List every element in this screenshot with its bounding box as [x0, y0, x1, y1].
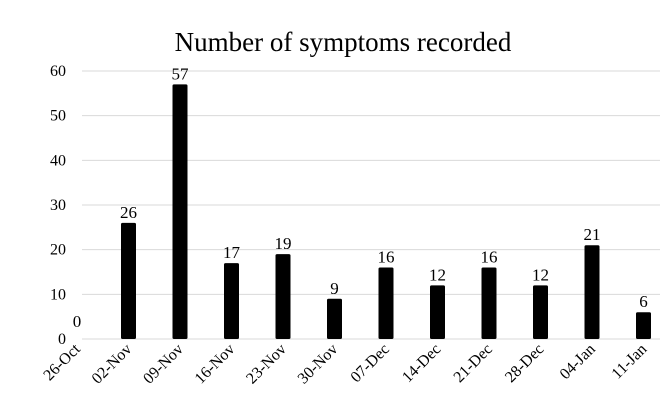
x-tick-label: 11-Jan — [609, 341, 651, 383]
bar — [533, 285, 548, 339]
bar — [224, 263, 239, 339]
data-labels: 0 26 57 17 19 9 16 12 16 12 21 6 — [73, 64, 648, 331]
data-label: 16 — [378, 248, 395, 267]
x-tick-label: 07-Dec — [348, 341, 393, 386]
data-label: 12 — [429, 265, 446, 284]
x-tick-label: 16-Nov — [192, 341, 239, 388]
data-label: 19 — [275, 234, 292, 253]
x-tick-label: 30-Nov — [295, 341, 342, 388]
x-tick-label: 14-Dec — [399, 341, 444, 386]
x-tick-label: 02-Nov — [89, 341, 136, 388]
data-label: 12 — [532, 265, 549, 284]
bar — [584, 245, 600, 339]
bars — [121, 84, 651, 340]
chart-title: Number of symptoms recorded — [175, 27, 512, 57]
bar — [275, 254, 291, 339]
bar — [327, 298, 342, 339]
bar — [378, 267, 394, 339]
x-tick-label: 04-Jan — [557, 341, 599, 383]
gridlines — [82, 70, 660, 340]
data-label: 57 — [172, 64, 190, 83]
bar — [172, 84, 188, 340]
data-label: 6 — [639, 292, 648, 311]
bar — [430, 285, 445, 339]
data-label: 16 — [481, 248, 498, 267]
y-tick-label: 40 — [50, 152, 66, 169]
data-label: 26 — [120, 203, 137, 222]
bar — [636, 312, 651, 339]
y-tick-label: 30 — [50, 197, 66, 214]
y-tick-label: 10 — [50, 286, 66, 303]
y-tick-label: 0 — [58, 331, 66, 348]
data-label: 21 — [584, 225, 601, 244]
y-tick-label: 50 — [50, 108, 66, 125]
x-tick-label: 21-Dec — [451, 341, 496, 386]
x-axis-ticks: 26-Oct 02-Nov 09-Nov 16-Nov 23-Nov 30-Nov 07-D… — [40, 340, 650, 387]
data-label: 9 — [330, 279, 339, 298]
y-tick-label: 60 — [50, 63, 66, 80]
bar — [481, 267, 497, 339]
x-tick-label: 09-Nov — [140, 341, 187, 388]
y-tick-label: 20 — [50, 242, 66, 259]
bar — [121, 222, 136, 339]
data-label: 17 — [223, 243, 241, 262]
x-tick-label: 23-Nov — [243, 341, 290, 388]
x-tick-label: 28-Dec — [502, 341, 547, 386]
data-label: 0 — [73, 312, 82, 331]
y-axis-ticks: 0 10 20 30 40 50 60 — [50, 63, 66, 348]
